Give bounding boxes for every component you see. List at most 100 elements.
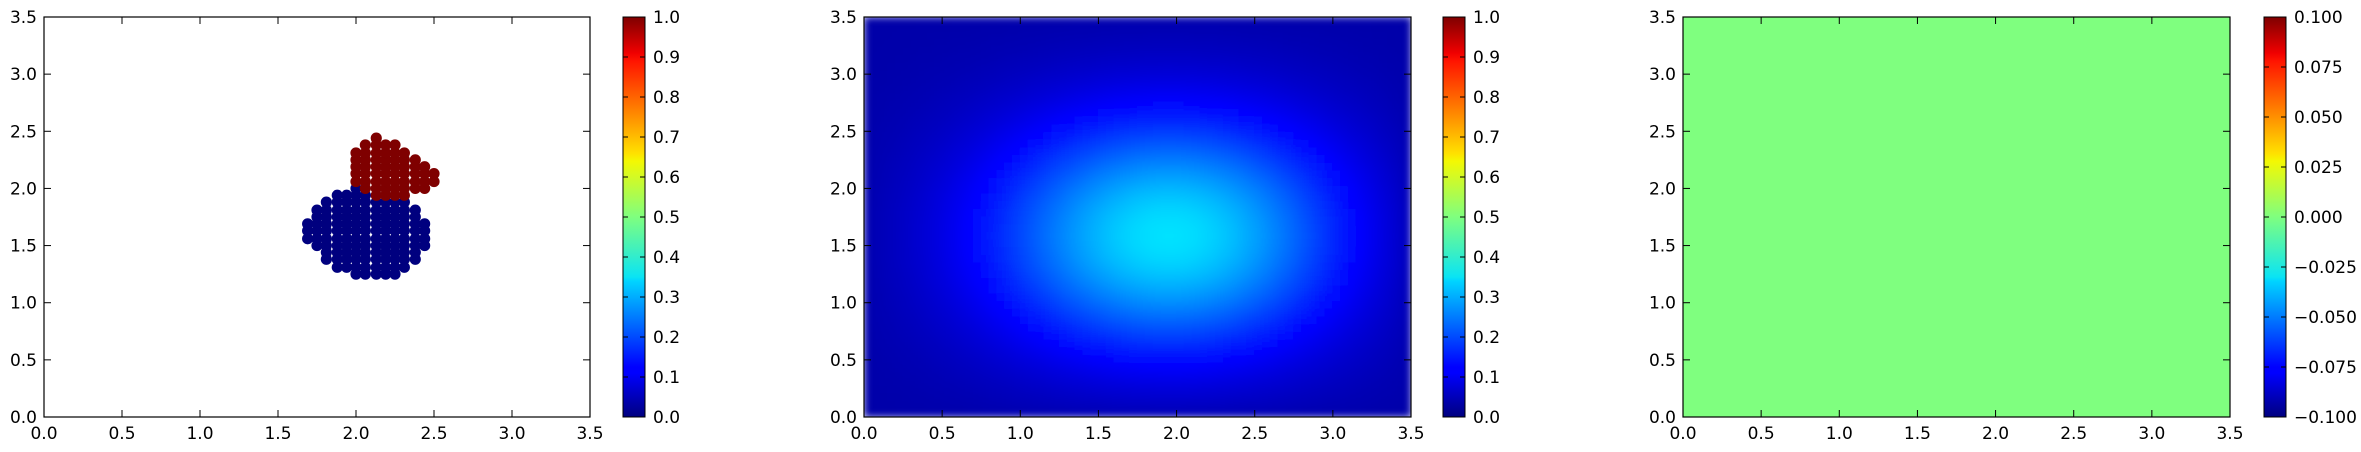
field-cell <box>988 370 998 380</box>
field-cell <box>1269 239 1279 249</box>
field-cell <box>1097 262 1107 272</box>
field-cell <box>1011 62 1021 72</box>
field-cell <box>1097 231 1107 241</box>
field-cell <box>1340 254 1350 264</box>
field-cell <box>1152 39 1162 49</box>
field-cell <box>1082 393 1092 403</box>
field-cell <box>1019 47 1029 57</box>
field-cell <box>1230 408 1240 417</box>
field-cell <box>1019 178 1029 187</box>
y-tick-label: 3.0 <box>1649 65 1676 85</box>
field-cell <box>886 401 896 411</box>
field-cell <box>894 362 904 372</box>
field-cell <box>918 324 928 334</box>
field-cell <box>1230 293 1240 303</box>
field-cell <box>1051 178 1061 187</box>
field-cell <box>972 93 982 103</box>
field-cell <box>902 247 912 257</box>
field-cell <box>1230 93 1240 103</box>
field-cell <box>871 62 881 72</box>
field-cell <box>972 301 982 311</box>
field-cell <box>933 285 943 295</box>
field-cell <box>879 354 889 364</box>
field-cell <box>879 24 889 34</box>
field-cell <box>1074 408 1084 417</box>
field-cell <box>1004 308 1014 318</box>
field-cell <box>1371 93 1381 103</box>
field-cell <box>886 193 896 203</box>
field-cell <box>965 370 975 380</box>
field-cell <box>894 316 904 326</box>
field-cell <box>1402 262 1411 272</box>
field-cell <box>1129 385 1139 395</box>
field-cell <box>972 54 982 64</box>
field-cell <box>1121 385 1131 395</box>
field-cell <box>1238 31 1248 41</box>
field-cell <box>941 201 951 211</box>
field-cell <box>1199 93 1209 103</box>
field-cell <box>1238 378 1248 387</box>
field-cell <box>1027 247 1037 257</box>
field-cell <box>1168 201 1178 211</box>
field-cell <box>1097 47 1107 57</box>
field-cell <box>1371 378 1381 387</box>
field-cell <box>1035 293 1045 303</box>
field-cell <box>926 116 936 126</box>
y-tick-label: 3.0 <box>10 65 37 85</box>
field-cell <box>1316 131 1326 141</box>
field-cell <box>1347 347 1357 357</box>
field-cell <box>1058 331 1068 341</box>
field-cell <box>1262 316 1272 326</box>
field-cell <box>1066 316 1076 326</box>
field-cell <box>1269 408 1279 417</box>
field-cell <box>1363 331 1373 341</box>
field-cell <box>1308 362 1318 372</box>
field-cell <box>1105 324 1115 334</box>
field-cell <box>918 62 928 72</box>
field-cell <box>1269 393 1279 403</box>
field-cell <box>1207 124 1217 134</box>
field-cell <box>902 324 912 334</box>
field-cell <box>902 201 912 211</box>
field-cell <box>941 301 951 311</box>
field-cell <box>1316 216 1326 226</box>
field-cell <box>1363 308 1373 318</box>
field-cell <box>933 247 943 257</box>
field-cell <box>1144 108 1154 118</box>
field-cell <box>965 31 975 41</box>
field-cell <box>918 262 928 272</box>
field-cell <box>1355 216 1365 226</box>
field-cell <box>1269 247 1279 257</box>
field-cell <box>941 70 951 80</box>
field-cell <box>1394 93 1404 103</box>
field-cell <box>1207 185 1217 195</box>
field-cell <box>918 354 928 364</box>
field-cell <box>1160 154 1170 164</box>
field-cell <box>1113 193 1123 203</box>
field-cell <box>1215 262 1225 272</box>
field-cell <box>1324 278 1334 287</box>
field-cell <box>1144 193 1154 203</box>
field-cell <box>1222 85 1232 95</box>
field-cell <box>1238 201 1248 211</box>
field-cell <box>1230 185 1240 195</box>
field-cell <box>1066 216 1076 226</box>
field-cell <box>1254 339 1264 349</box>
field-cell <box>1113 270 1123 280</box>
field-cell <box>1387 347 1397 357</box>
field-cell <box>1011 285 1021 295</box>
field-cell <box>1402 47 1411 57</box>
field-cell <box>933 108 943 118</box>
field-cell <box>902 70 912 80</box>
field-cell <box>1207 201 1217 211</box>
field-cell <box>1371 78 1381 87</box>
field-cell <box>918 24 928 34</box>
field-cell <box>1379 139 1389 149</box>
field-cell <box>1121 216 1131 226</box>
field-cell <box>1152 324 1162 334</box>
field-cell <box>933 393 943 403</box>
field-cell <box>864 224 873 234</box>
field-cell <box>1293 139 1303 149</box>
field-cell <box>926 139 936 149</box>
field-cell <box>957 17 967 26</box>
